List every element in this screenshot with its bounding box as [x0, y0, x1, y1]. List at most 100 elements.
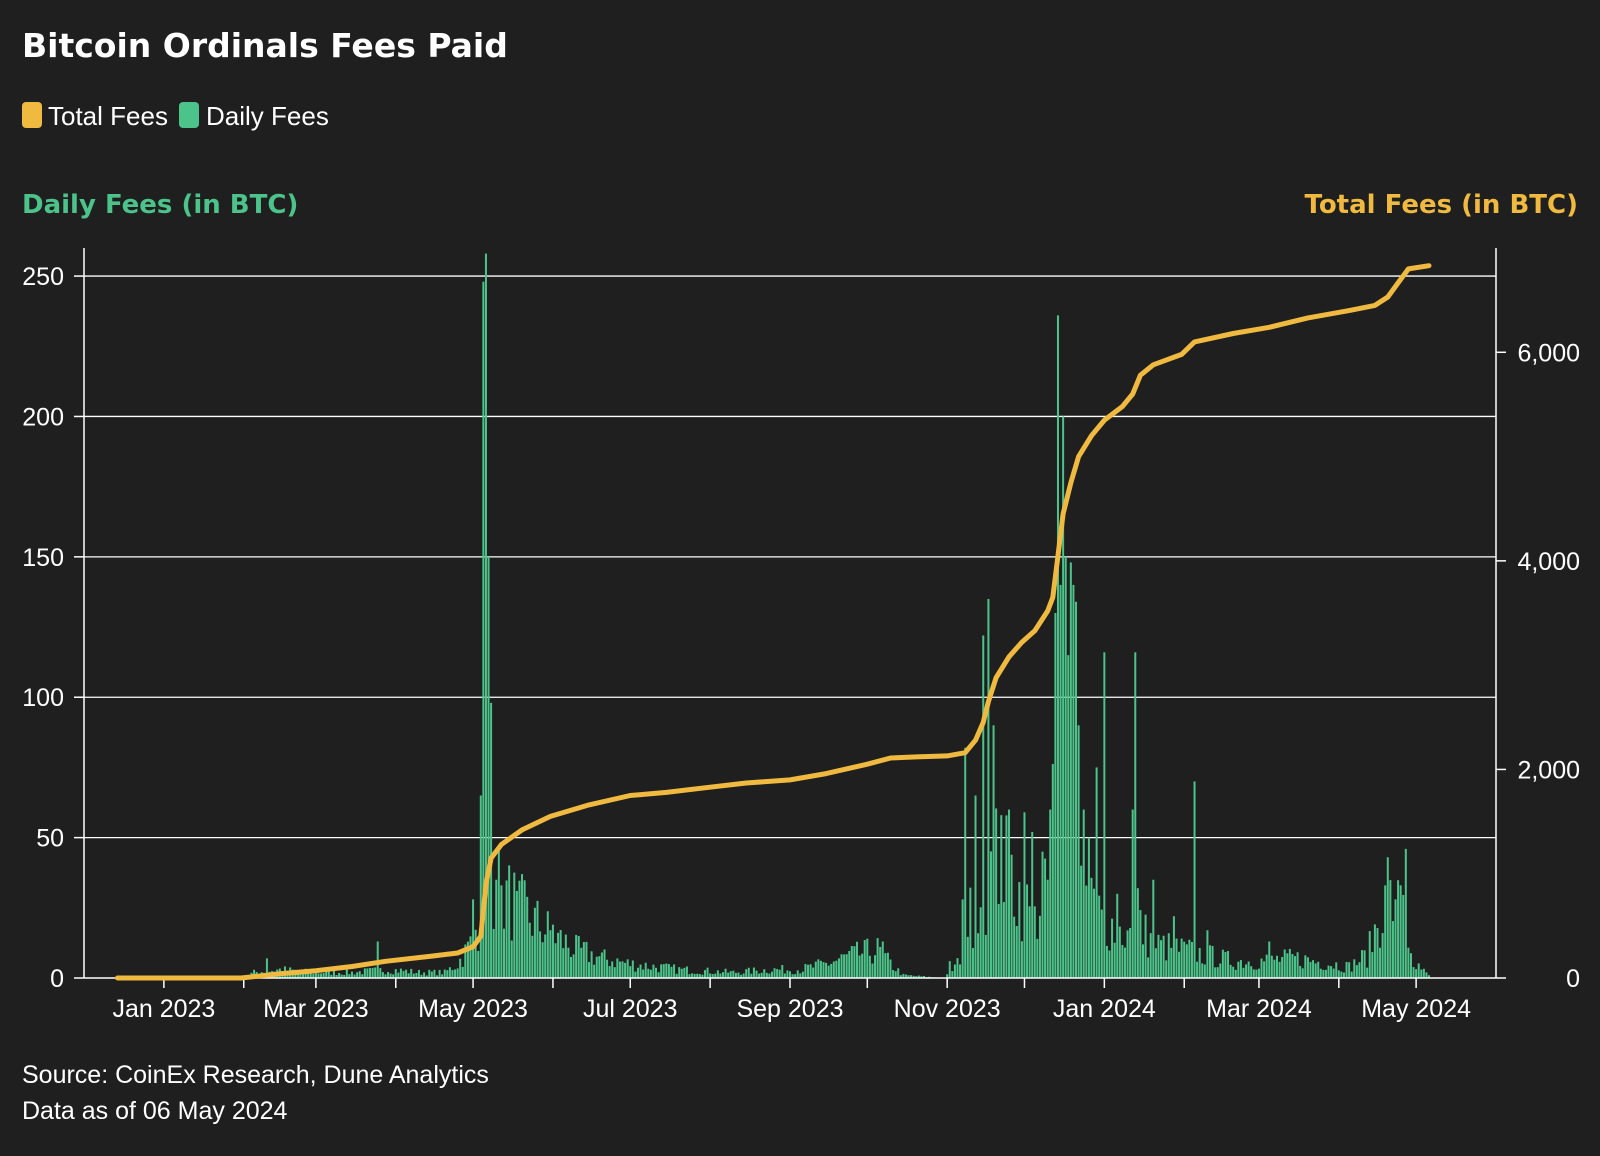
daily-fee-bar	[348, 974, 351, 978]
daily-fee-bar	[1389, 880, 1392, 978]
daily-fee-bar	[1010, 854, 1013, 978]
daily-fee-bar	[482, 281, 485, 978]
daily-fee-bar	[1216, 967, 1219, 978]
daily-fee-bar	[549, 930, 552, 978]
daily-fee-bar	[317, 973, 320, 978]
daily-fee-bar	[1257, 968, 1260, 978]
daily-fee-bar	[1123, 947, 1126, 978]
daily-fee-bar	[314, 971, 317, 978]
daily-fee-bar	[1206, 930, 1209, 978]
daily-fee-bar	[381, 972, 384, 978]
daily-fee-bar	[1412, 967, 1415, 978]
daily-fee-bar	[871, 963, 874, 978]
daily-fee-bar	[997, 903, 1000, 978]
daily-fee-bar	[946, 974, 949, 978]
daily-fee-bar	[495, 879, 498, 978]
daily-fee-bar	[265, 958, 268, 978]
daily-fee-bar	[595, 956, 598, 978]
daily-fee-bar	[1147, 957, 1150, 978]
daily-fee-bar	[1121, 944, 1124, 978]
daily-fee-bar	[1100, 909, 1103, 978]
daily-fee-bar	[557, 932, 560, 978]
axes	[74, 248, 1506, 988]
daily-fee-bar	[533, 907, 536, 978]
daily-fee-bar	[1265, 954, 1268, 978]
daily-fee-bar	[484, 253, 487, 978]
x-tick-label: Nov 2023	[894, 995, 1001, 1023]
daily-fee-bar	[853, 946, 856, 978]
daily-fee-bar	[915, 976, 918, 978]
daily-fee-bar	[1417, 963, 1420, 978]
daily-fee-bar	[1239, 960, 1242, 978]
daily-fee-bar	[299, 971, 302, 978]
daily-fee-bar	[688, 974, 691, 978]
daily-fee-bar	[1301, 968, 1304, 978]
daily-fee-bar	[647, 968, 650, 978]
daily-fee-bar	[521, 874, 524, 978]
daily-fee-bar	[613, 967, 616, 978]
daily-fee-bar	[461, 966, 464, 978]
daily-fee-bar	[716, 970, 719, 978]
daily-fee-bar	[1402, 894, 1405, 978]
daily-fee-bar	[1105, 945, 1108, 978]
daily-fee-bar	[1363, 950, 1366, 978]
daily-fee-bar	[1368, 931, 1371, 978]
daily-fee-bar	[1129, 927, 1132, 978]
daily-fee-bar	[1358, 962, 1361, 978]
daily-fee-bar	[1064, 556, 1067, 978]
daily-fee-bar	[611, 961, 614, 978]
daily-fee-bar	[889, 959, 892, 978]
daily-fee-bar	[356, 972, 359, 978]
daily-fee-bar	[438, 969, 441, 978]
daily-fee-bar	[1046, 879, 1049, 978]
daily-fee-bar	[1428, 975, 1431, 978]
daily-fee-bar	[598, 956, 601, 978]
daily-fee-bar	[897, 968, 900, 978]
daily-fee-bar	[1252, 969, 1255, 978]
total-fees-line-group	[115, 263, 1432, 981]
daily-fee-bar	[428, 969, 431, 978]
daily-fee-bar	[1005, 815, 1008, 978]
daily-fee-bar	[1196, 961, 1199, 978]
daily-fee-bar	[832, 961, 835, 978]
daily-fee-bar	[616, 958, 619, 978]
daily-fee-bar	[608, 966, 611, 978]
daily-fee-bar	[804, 964, 807, 978]
daily-fee-bar	[1111, 918, 1114, 978]
daily-fee-bar	[374, 967, 377, 978]
daily-fee-bar	[948, 961, 951, 978]
x-tick-label: Mar 2023	[263, 995, 369, 1023]
daily-fee-bar	[1404, 848, 1407, 978]
daily-fee-bar	[526, 896, 529, 978]
daily-fee-bar	[807, 964, 810, 978]
daily-fee-bar	[466, 941, 469, 978]
daily-fee-bar	[541, 942, 544, 978]
daily-fee-bar	[995, 808, 998, 978]
x-tick-label: Jan 2023	[112, 995, 215, 1023]
daily-fee-bar	[709, 973, 712, 978]
daily-fee-bar	[855, 941, 858, 978]
daily-fee-bar	[742, 973, 745, 978]
daily-fee-bar	[600, 952, 603, 978]
daily-fee-bar	[551, 924, 554, 978]
daily-fee-bar	[740, 974, 743, 978]
daily-fee-bar	[1317, 961, 1320, 978]
daily-fee-bar	[387, 972, 390, 978]
daily-fee-bar	[1278, 961, 1281, 978]
daily-fee-bar	[904, 974, 907, 978]
daily-fee-bar	[657, 972, 660, 978]
daily-fee-bar	[1296, 952, 1299, 978]
daily-fee-bar	[1183, 941, 1186, 978]
daily-fee-bar	[588, 962, 591, 978]
daily-fee-bar	[1116, 893, 1119, 978]
daily-fee-bar	[734, 972, 737, 978]
daily-fee-bar	[1409, 953, 1412, 978]
daily-fee-bar	[353, 974, 356, 978]
legend: Total Fees Daily Fees	[22, 101, 329, 131]
daily-fee-bar	[1304, 955, 1307, 978]
daily-fee-bar	[371, 967, 374, 978]
daily-fee-bar	[1188, 939, 1191, 978]
daily-fee-bar	[1185, 944, 1188, 978]
daily-fee-bar	[1020, 941, 1023, 978]
